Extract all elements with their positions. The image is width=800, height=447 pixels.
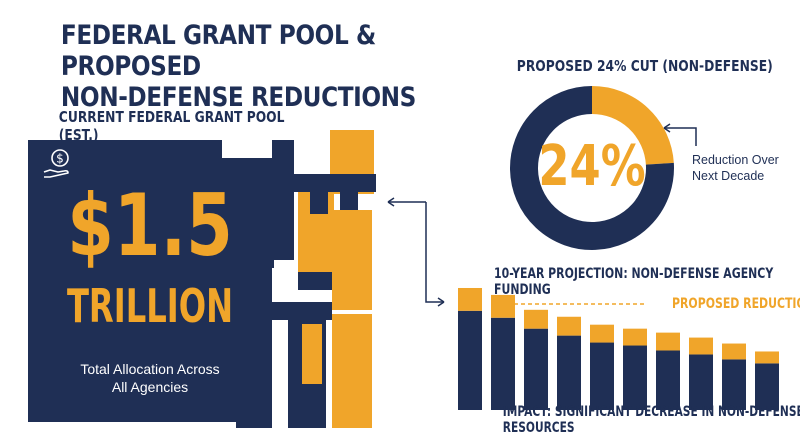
pool-heading: CURRENT FEDERAL GRANT POOL (EST.) [58, 108, 285, 144]
bar-funding-1 [458, 310, 482, 410]
bar-funding-7 [656, 350, 680, 410]
bar-funding-10 [755, 363, 779, 410]
bar-reduction-8 [689, 337, 713, 355]
panel-notch [222, 140, 272, 158]
cut-heading: PROPOSED 24% CUT (NON-DEFENSE) [516, 57, 773, 75]
impact-statement: IMPACT: SIGNIFICANT DECREASE IN NON-DEFE… [502, 404, 800, 436]
bar-reduction-2 [491, 294, 515, 318]
interlocking-blocks-graphic [236, 130, 376, 428]
bar-reduction-5 [590, 324, 614, 343]
projection-heading: 10-YEAR PROJECTION: NON-DEFENSE AGENCY F… [494, 266, 774, 298]
pool-amount: $1.5 [67, 176, 233, 276]
bar-reduction-3 [524, 309, 548, 329]
connector-arrows [387, 197, 445, 307]
donut-callout-line-2: Next Decade [692, 169, 765, 183]
donut-callout: Reduction Over Next Decade [692, 152, 792, 184]
bar-funding-3 [524, 328, 548, 410]
donut-callout-line-1: Reduction Over [692, 153, 779, 167]
callout-arrow [663, 123, 697, 146]
money-hand-icon: $ [43, 149, 69, 178]
donut-chart [510, 86, 674, 250]
pool-note-line-2: All Agencies [111, 379, 189, 395]
bar-funding-9 [722, 359, 746, 410]
bar-funding-2 [491, 317, 515, 410]
pool-note: Total Allocation Across All Agencies [28, 360, 272, 396]
legend-proposed-reduction: PROPOSED REDUCTION [672, 296, 800, 312]
donut-center-label: 24% [538, 134, 646, 199]
page-title-line-2: NON-DEFENSE REDUCTIONS [60, 82, 416, 113]
bar-reduction-7 [656, 332, 680, 351]
bar-reduction-1 [458, 287, 482, 311]
grant-pool-panel [28, 140, 272, 422]
bar-funding-5 [590, 342, 614, 410]
donut-slice-1 [591, 86, 674, 166]
bar-reduction-9 [722, 343, 746, 360]
page-title: FEDERAL GRANT POOL & PROPOSED NON-DEFENS… [61, 20, 465, 113]
pool-note-line-1: Total Allocation Across [80, 361, 220, 377]
bar-reduction-4 [557, 316, 581, 336]
projection-bar-chart [458, 287, 779, 410]
bar-reduction-10 [755, 351, 779, 364]
bar-funding-8 [689, 354, 713, 410]
pool-unit: TRILLION [66, 279, 234, 333]
bar-funding-4 [557, 335, 581, 410]
donut-slice-2 [510, 86, 674, 250]
legend-leader-line [514, 303, 646, 305]
bar-reduction-6 [623, 328, 647, 346]
bar-funding-6 [623, 345, 647, 410]
page-title-line-1: FEDERAL GRANT POOL & PROPOSED [60, 20, 376, 82]
svg-text:$: $ [56, 152, 64, 166]
